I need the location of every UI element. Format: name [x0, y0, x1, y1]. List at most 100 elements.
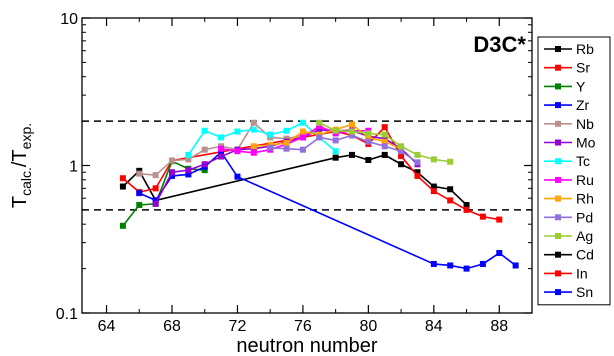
legend-label: Tc: [576, 153, 590, 169]
data-point-pd: [332, 137, 339, 144]
legend-label: Cd: [576, 247, 594, 263]
data-point-rb: [463, 201, 470, 208]
data-point-ru: [316, 123, 323, 130]
series-tc: [185, 119, 339, 158]
legend-swatch-marker: [555, 64, 561, 71]
data-point-rh: [365, 134, 372, 141]
series-line-tc: [187, 121, 337, 156]
legend-swatch-marker: [555, 233, 561, 239]
data-point-tc: [201, 127, 208, 134]
data-point-mo: [381, 135, 388, 142]
legend-label: Ru: [576, 172, 594, 188]
legend-label: Sn: [576, 284, 593, 300]
legend-box: [537, 36, 611, 306]
data-point-rb: [349, 151, 355, 158]
y-axis-title-sep: /: [9, 161, 31, 167]
data-point-ag: [381, 131, 388, 138]
legend-item-rb: Rb: [544, 41, 594, 57]
data-point-tc: [267, 131, 274, 138]
legend-label: Zr: [576, 97, 590, 113]
y-axis-title-sub-num: calc.: [18, 167, 34, 196]
data-point-zr: [463, 265, 470, 272]
data-point-ag: [414, 151, 421, 158]
data-point-pd: [381, 143, 388, 150]
legend: Rb Sr Y Zr Nb Mo Tc Ru Rh Pd Ag Cd In Sn: [537, 36, 611, 306]
data-point-zr: [234, 173, 241, 180]
data-point-nb: [201, 146, 208, 153]
data-point-pd: [267, 144, 274, 151]
data-point-rb: [332, 154, 339, 161]
legend-item-cd: Cd: [544, 247, 594, 263]
legend-label: Pd: [576, 209, 593, 225]
data-point-ag: [316, 119, 323, 126]
data-point-rh: [299, 128, 306, 135]
series-zr: [136, 149, 519, 272]
data-point-zr: [447, 262, 454, 269]
data-point-y: [201, 167, 208, 174]
data-point-y: [119, 222, 126, 229]
data-point-pd: [365, 138, 372, 145]
y-tick-label: 1: [69, 159, 78, 176]
legend-label: In: [576, 265, 588, 281]
data-point-mo: [185, 167, 192, 174]
data-point-rb: [381, 151, 388, 158]
legend-swatch-marker: [555, 270, 561, 277]
data-point-sr: [119, 175, 126, 182]
data-point-rb: [119, 183, 126, 190]
data-point-mo: [316, 126, 323, 133]
data-point-sr: [414, 172, 421, 179]
data-point-rh: [381, 138, 388, 145]
series-pd: [267, 132, 421, 166]
legend-item-ag: Ag: [544, 228, 593, 244]
legend-label: Mo: [576, 135, 596, 151]
legend-swatch-marker: [555, 83, 561, 90]
data-point-zr: [512, 262, 519, 269]
x-tick-label: 88: [490, 318, 508, 335]
data-point-sr: [430, 188, 437, 195]
x-axis-title: neutron number: [236, 335, 378, 356]
x-tick-label: 80: [359, 318, 377, 335]
legend-label: Nb: [576, 116, 594, 132]
data-point-mo: [201, 161, 208, 168]
legend-swatch-marker: [555, 46, 561, 52]
legend-item-zr: Zr: [544, 97, 590, 113]
legend-swatch-marker: [555, 139, 561, 146]
data-point-zr: [218, 149, 225, 156]
data-point-mo: [169, 169, 175, 176]
legend-item-sn: Sn: [544, 284, 593, 300]
legend-label: Sr: [576, 60, 590, 76]
legend-item-tc: Tc: [544, 153, 590, 169]
data-point-pd: [299, 146, 306, 153]
data-point-nb: [250, 119, 257, 126]
data-point-rh: [283, 140, 290, 147]
data-point-ag: [349, 128, 355, 135]
x-tick-label: 72: [229, 318, 247, 335]
data-point-sr: [447, 197, 454, 204]
legend-swatch-marker: [555, 195, 561, 202]
x-tick-label: 84: [425, 318, 443, 335]
data-point-zr: [430, 260, 437, 267]
reference-lines: [82, 120, 532, 211]
y-axis-title-sub-den: exp.: [18, 123, 34, 149]
data-point-zr: [136, 190, 143, 197]
series-ag: [316, 119, 454, 165]
x-tick-label: 64: [98, 318, 116, 335]
x-tick-label: 76: [294, 318, 312, 335]
legend-swatch-marker: [555, 120, 561, 127]
y-tick-label: 0.1: [56, 306, 78, 323]
y-axis-title-base: T: [9, 196, 31, 208]
data-point-zr: [496, 250, 503, 257]
chart-annotation: D3C*: [473, 32, 526, 57]
data-point-sr: [381, 124, 388, 131]
data-point-sr: [152, 185, 159, 192]
data-point-tc: [250, 126, 257, 133]
data-point-pd: [349, 132, 355, 139]
legend-item-in: In: [544, 265, 588, 281]
data-point-pd: [316, 134, 323, 141]
legend-label: Ag: [576, 228, 593, 244]
series-line-rh: [253, 123, 402, 150]
data-point-rb: [365, 156, 372, 163]
legend-item-rh: Rh: [544, 191, 594, 207]
data-point-nb: [136, 170, 143, 177]
